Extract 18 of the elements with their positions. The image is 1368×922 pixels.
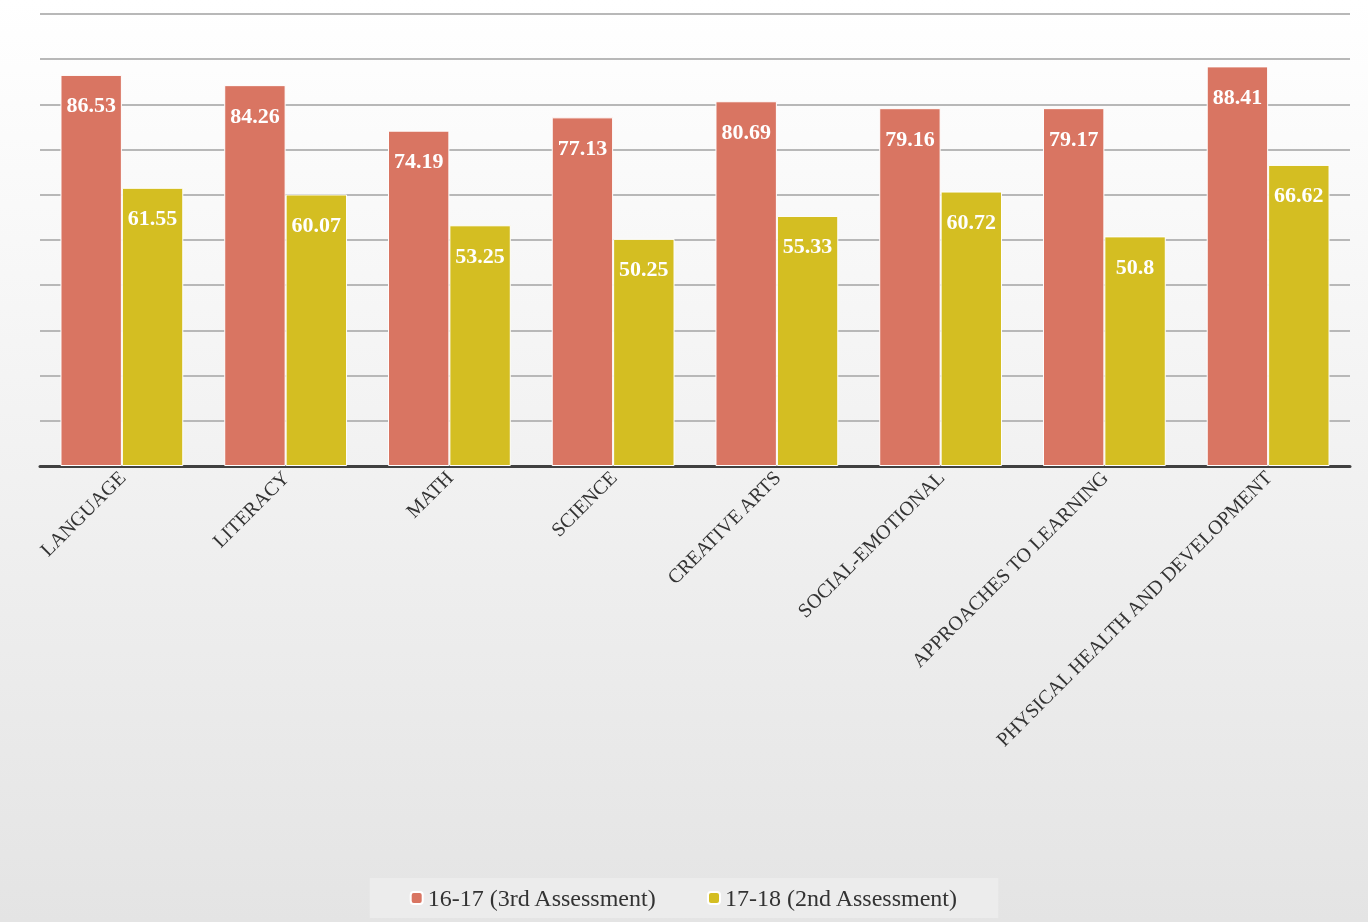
data-label: 79.17 bbox=[1048, 125, 1099, 151]
data-label: 60.07 bbox=[291, 211, 342, 237]
data-label: 77.13 bbox=[557, 134, 608, 160]
data-label: 60.72 bbox=[946, 209, 997, 235]
data-label: 84.26 bbox=[230, 102, 280, 128]
data-label: 61.55 bbox=[127, 205, 178, 231]
data-label: 79.16 bbox=[885, 125, 935, 151]
data-label: 55.33 bbox=[782, 233, 833, 259]
data-label: 53.25 bbox=[455, 242, 505, 268]
data-label: 74.19 bbox=[393, 148, 444, 174]
data-label: 50.25 bbox=[619, 256, 669, 282]
data-label: 88.41 bbox=[1212, 83, 1263, 109]
legend-label: 16-17 (3rd Assessment) bbox=[427, 885, 656, 911]
data-label: 50.8 bbox=[1115, 253, 1155, 279]
data-label: 66.62 bbox=[1274, 182, 1324, 208]
data-label: 80.69 bbox=[721, 118, 771, 144]
legend-label: 17-18 (2nd Assessment) bbox=[725, 885, 957, 911]
data-label: 86.53 bbox=[66, 92, 116, 118]
